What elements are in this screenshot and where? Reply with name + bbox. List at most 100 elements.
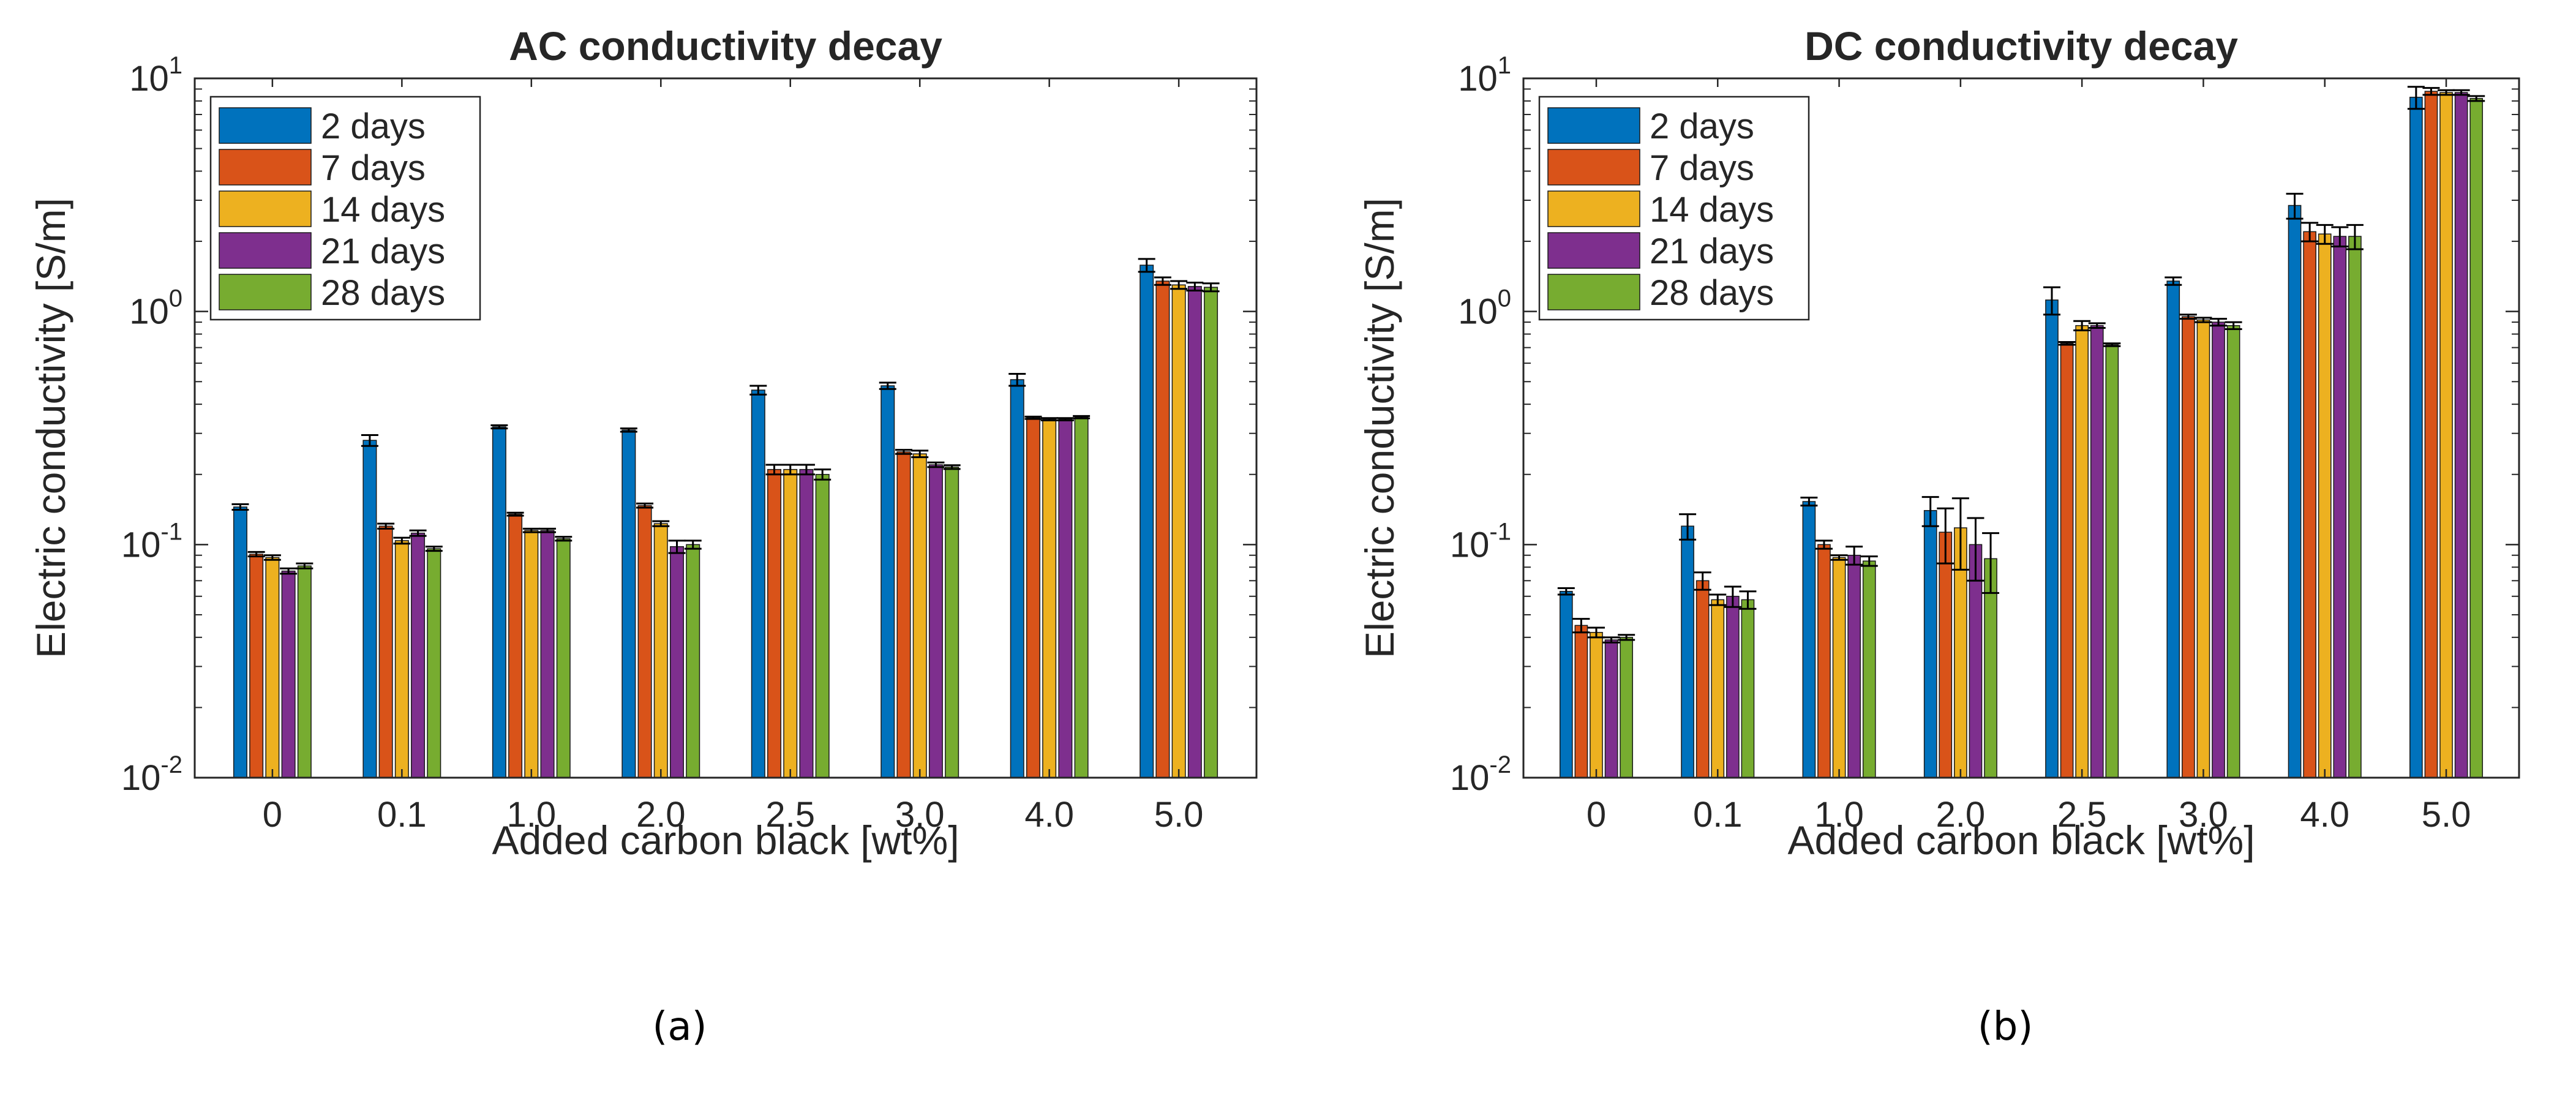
x-tick-label: 1.0 <box>506 795 556 835</box>
x-tick-label: 2.5 <box>2057 795 2107 835</box>
panel-a-caption: (a) <box>652 1004 707 1050</box>
x-tick-label: 2.0 <box>1936 795 1986 835</box>
bar <box>1042 418 1057 778</box>
x-tick-label: 1.0 <box>1814 795 1864 835</box>
bar <box>2348 236 2362 778</box>
bar <box>2075 325 2089 778</box>
legend-swatch <box>1547 232 1640 269</box>
bar <box>881 385 895 778</box>
legend-label: 7 days <box>321 148 426 188</box>
legend-swatch <box>219 149 312 186</box>
bar <box>1741 599 1755 778</box>
bar <box>492 426 506 778</box>
bar <box>362 440 377 778</box>
y-tick-label: 10-2 <box>121 751 182 798</box>
bar <box>1620 637 1633 778</box>
bar <box>2226 325 2240 778</box>
bar <box>1817 544 1831 778</box>
y-axis-label: Electric conductivity [S/m] <box>28 198 73 658</box>
legend-label: 21 days <box>321 231 445 271</box>
y-tick-label: 10-1 <box>121 518 182 565</box>
y-tick-label: 100 <box>129 285 182 332</box>
bar <box>767 468 782 778</box>
legend-swatch <box>1547 149 1640 186</box>
panel-b-caption: (b) <box>1977 1004 2033 1050</box>
bar <box>297 565 312 778</box>
bar <box>1726 596 1740 778</box>
bar <box>540 530 555 778</box>
chart-panel-b: 0 0.1 1.0 2.0 2.5 3.0 4.0 5.0 10-2 10-1 100 101 DC c… <box>1357 23 2520 863</box>
legend-label: 14 days <box>1650 190 1774 230</box>
bar <box>2090 325 2104 778</box>
bar <box>249 554 264 778</box>
x-tick-label: 2.0 <box>636 795 686 835</box>
x-tick-label: 0.1 <box>377 795 427 835</box>
bar <box>928 464 943 778</box>
bar <box>556 538 571 778</box>
legend-swatch <box>1547 274 1640 310</box>
bar <box>2166 280 2180 778</box>
legend-label: 2 days <box>1650 107 1754 146</box>
bar <box>1847 555 1861 778</box>
x-tick-label: 4.0 <box>1024 795 1074 835</box>
legend-label: 14 days <box>321 190 445 230</box>
bar <box>945 467 959 778</box>
bar <box>2105 344 2119 778</box>
legend-swatch <box>1547 190 1640 227</box>
bar <box>2288 205 2302 778</box>
legend-label: 2 days <box>321 107 426 146</box>
legend-label: 21 days <box>1650 231 1774 271</box>
bar <box>2409 97 2423 778</box>
bar <box>2182 316 2195 778</box>
bar <box>1187 286 1202 778</box>
bar <box>2318 233 2332 778</box>
bar <box>815 473 830 778</box>
x-tick-label: 5.0 <box>1154 795 1204 835</box>
bar <box>686 544 700 778</box>
bar <box>799 468 814 778</box>
legend-swatch <box>219 232 312 269</box>
x-axis-label: Added carbon black [wt%] <box>492 817 959 863</box>
bar <box>2424 91 2438 778</box>
bar <box>281 570 296 778</box>
bar <box>1939 532 1953 778</box>
legend-swatch <box>219 274 312 310</box>
bar <box>1074 416 1089 778</box>
y-tick-label: 101 <box>129 52 182 99</box>
bar <box>621 429 636 778</box>
bar <box>411 532 426 778</box>
bar <box>1604 639 1618 778</box>
bar <box>1832 557 1846 778</box>
x-tick-label: 4.0 <box>2300 795 2349 835</box>
legend-swatch <box>1547 107 1640 144</box>
bar <box>394 540 409 778</box>
bar <box>1058 418 1073 778</box>
bar <box>2303 231 2316 778</box>
bar <box>637 505 652 778</box>
bar <box>1155 280 1170 778</box>
y-tick-label: 100 <box>1458 285 1511 332</box>
bar <box>508 513 523 778</box>
bar <box>1590 631 1603 778</box>
bar <box>783 468 798 778</box>
bar <box>2060 342 2074 778</box>
x-tick-label: 0.1 <box>1693 795 1743 835</box>
bar <box>1862 560 1876 778</box>
y-tick-label: 10-2 <box>1450 751 1511 798</box>
chart-title: AC conductivity decay <box>509 23 942 69</box>
x-tick-label: 0 <box>263 795 282 835</box>
bar <box>2212 321 2225 778</box>
bar <box>378 525 393 778</box>
bar <box>1711 599 1725 778</box>
bar <box>524 530 539 778</box>
bar <box>2045 299 2059 778</box>
x-tick-label: 3.0 <box>895 795 945 835</box>
bar <box>653 523 668 778</box>
bar <box>1204 287 1219 778</box>
bar <box>427 548 441 778</box>
chart-panel-a: 0 0.1 1.0 2.0 2.5 3.0 4.0 5.0 10-2 10-1 100 101 AC c… <box>28 23 1258 863</box>
bar <box>265 557 280 778</box>
bar <box>1559 590 1573 778</box>
